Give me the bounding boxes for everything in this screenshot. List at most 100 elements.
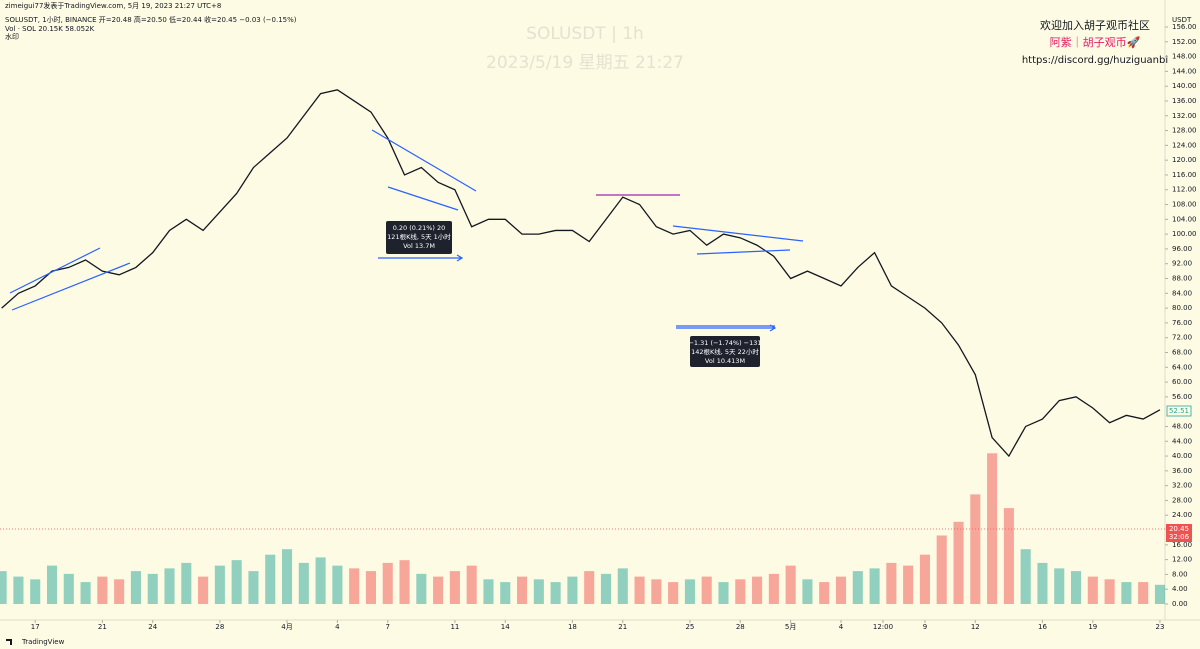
volume-bar (634, 576, 645, 604)
watermark-datetime: 2023/5/19 星期五 21:27 (486, 53, 684, 73)
y-tick-label: 96.00 (1172, 245, 1192, 253)
volume-bar (500, 582, 511, 604)
volume-bar (768, 573, 779, 604)
y-tick-label: 84.00 (1172, 289, 1192, 297)
volume-bar (835, 576, 847, 604)
promo-link: https://discord.gg/huziguanbi (1022, 55, 1168, 66)
volume-bar (785, 565, 796, 604)
y-tick-label: 148.00 (1172, 53, 1197, 61)
volume-bar (752, 576, 763, 604)
x-tick-label: 25 (685, 623, 694, 631)
measure-text: −1.31 (−1.74%) −131 (688, 339, 761, 347)
y-tick-label: 144.00 (1172, 67, 1197, 75)
volume-bar (987, 453, 998, 604)
y-tick-label: 100.00 (1172, 230, 1197, 238)
x-tick-label: 4 (839, 623, 844, 631)
y-tick-label: 56.00 (1172, 393, 1192, 401)
y-tick-label: 24.00 (1172, 511, 1192, 519)
y-tick-label: 48.00 (1172, 422, 1192, 430)
y-tick-label: 92.00 (1172, 260, 1192, 268)
x-tick-label: 4月 (281, 623, 292, 631)
measure-text: Vol 10.413M (705, 357, 745, 365)
volume-bar (1121, 582, 1132, 604)
trend-line (672, 225, 804, 242)
measure-text: 121根K线, 5天 1小时 (387, 232, 451, 241)
volume-bar (533, 579, 544, 604)
volume-bar (802, 579, 813, 604)
measure-text: 0.20 (0.21%) 20 (393, 224, 446, 232)
volume-bar (684, 579, 695, 604)
volume-bar (365, 571, 376, 604)
y-tick-label: 88.00 (1172, 275, 1192, 283)
volume-bar (1070, 571, 1082, 604)
volume-bar (248, 571, 259, 604)
y-tick-label: 136.00 (1172, 97, 1197, 105)
x-tick-label: 14 (501, 623, 510, 631)
x-tick-label: 28 (215, 623, 224, 631)
footer-logo (6, 639, 12, 645)
x-tick-label: 16 (1038, 623, 1047, 631)
volume-bar (231, 560, 242, 604)
x-tick-label: 17 (31, 623, 40, 631)
volume-bar (30, 579, 41, 604)
volume-bar (315, 557, 326, 604)
x-tick-label: 21 (618, 623, 627, 631)
measure-box (690, 336, 760, 367)
volume-bar (1138, 582, 1149, 604)
trend-line (9, 247, 101, 294)
volume-bar (198, 576, 209, 604)
measure-box (386, 221, 452, 254)
measure-arrow (676, 324, 777, 332)
header-watermark: 水印 (5, 32, 19, 41)
volume-bar (416, 573, 427, 604)
volume-bar (970, 494, 981, 604)
y-tick-label: 0.00 (1172, 600, 1188, 608)
y-tick-label: 124.00 (1172, 141, 1197, 149)
y-tick-label: 8.00 (1172, 570, 1188, 578)
measure-text: Vol 13.7M (403, 242, 435, 250)
y-tick-label: 140.00 (1172, 82, 1197, 90)
volume-bar (1154, 584, 1165, 604)
x-tick-label: 28 (736, 623, 745, 631)
y-tick-label: 104.00 (1172, 215, 1197, 223)
promo-author: 阿紫｜胡子观币🚀 (1050, 35, 1141, 49)
volume-bar (483, 579, 494, 604)
volume-bar (953, 521, 964, 604)
footer-bar (0, 636, 1200, 649)
volume-bar (46, 565, 58, 604)
promo-title: 欢迎加入胡子观币社区 (1040, 18, 1150, 32)
watermark-symbol: SOLUSDT | 1h (526, 24, 644, 44)
y-tick-label: 112.00 (1172, 186, 1197, 194)
header-publisher: zimeigui77发表于TradingView.com, 5月 19, 202… (5, 1, 221, 10)
x-tick-label: 5月 (785, 623, 796, 631)
volume-bar (600, 573, 612, 604)
y-tick-label: 72.00 (1172, 334, 1192, 342)
volume-bar (449, 571, 460, 604)
volume-bar (298, 562, 309, 604)
volume-bar (1087, 576, 1098, 604)
trend-line (696, 249, 791, 255)
x-tick-label: 24 (148, 623, 157, 631)
volume-bar (919, 554, 930, 604)
volume-bar (0, 571, 7, 604)
y-tick-label: 108.00 (1172, 201, 1197, 209)
x-tick-label: 19 (1088, 623, 1097, 631)
countdown: 32:06 (1169, 533, 1190, 541)
price-line (1, 89, 1161, 458)
y-tick-label: 76.00 (1172, 319, 1192, 327)
volume-bar (701, 576, 712, 604)
volume-bar (651, 579, 662, 604)
volume-bar (550, 582, 561, 604)
y-tick-label: 32.00 (1172, 482, 1192, 490)
volume-bar (466, 565, 477, 604)
trend-line (387, 186, 459, 211)
footer-logo-text: TradingView (21, 638, 65, 646)
trend-line (11, 262, 131, 311)
volume-bar (147, 573, 158, 604)
volume-bar (1104, 579, 1115, 604)
volume-bar (617, 568, 628, 604)
y-tick-label: 36.00 (1172, 467, 1192, 475)
price-tag-text: 52.51 (1169, 407, 1189, 415)
